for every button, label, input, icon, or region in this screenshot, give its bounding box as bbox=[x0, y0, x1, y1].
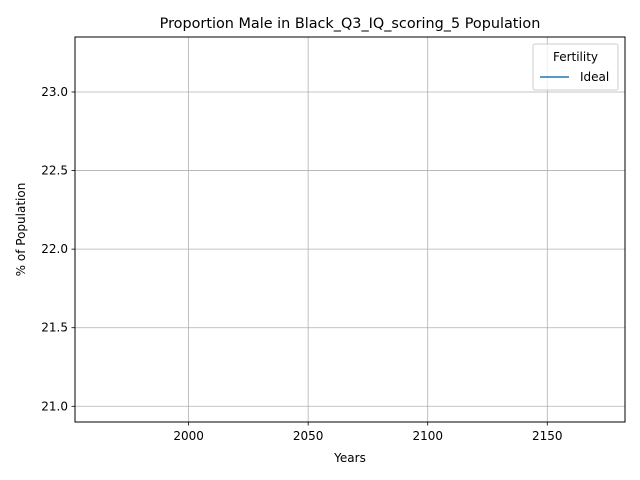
y-tick-label: 23.0 bbox=[41, 85, 68, 99]
y-tick-label: 22.5 bbox=[41, 164, 68, 178]
chart-title: Proportion Male in Black_Q3_IQ_scoring_5… bbox=[160, 16, 541, 32]
plot-area bbox=[75, 37, 625, 422]
y-tick-label: 21.5 bbox=[41, 321, 68, 335]
x-tick-label: 2000 bbox=[173, 429, 204, 443]
x-tick-label: 2150 bbox=[532, 429, 563, 443]
y-tick-label: 22.0 bbox=[41, 242, 68, 256]
axis-ticks: 2000 2050 2100 2150 21.0 21.5 22.0 22.5 23.0 bbox=[41, 85, 562, 443]
legend-box bbox=[532, 43, 619, 91]
plot-frame bbox=[74, 36, 626, 423]
legend-label-ideal: Ideal bbox=[580, 70, 609, 84]
y-tick-label: 21.0 bbox=[41, 399, 68, 413]
x-tick-label: 2050 bbox=[293, 429, 324, 443]
grid-lines bbox=[75, 37, 625, 422]
x-tick-label: 2100 bbox=[412, 429, 443, 443]
legend: Fertility Ideal bbox=[532, 43, 619, 91]
x-axis-label: Years bbox=[333, 451, 366, 465]
legend-title: Fertility bbox=[553, 50, 598, 64]
y-axis-label: % of Population bbox=[14, 183, 28, 277]
